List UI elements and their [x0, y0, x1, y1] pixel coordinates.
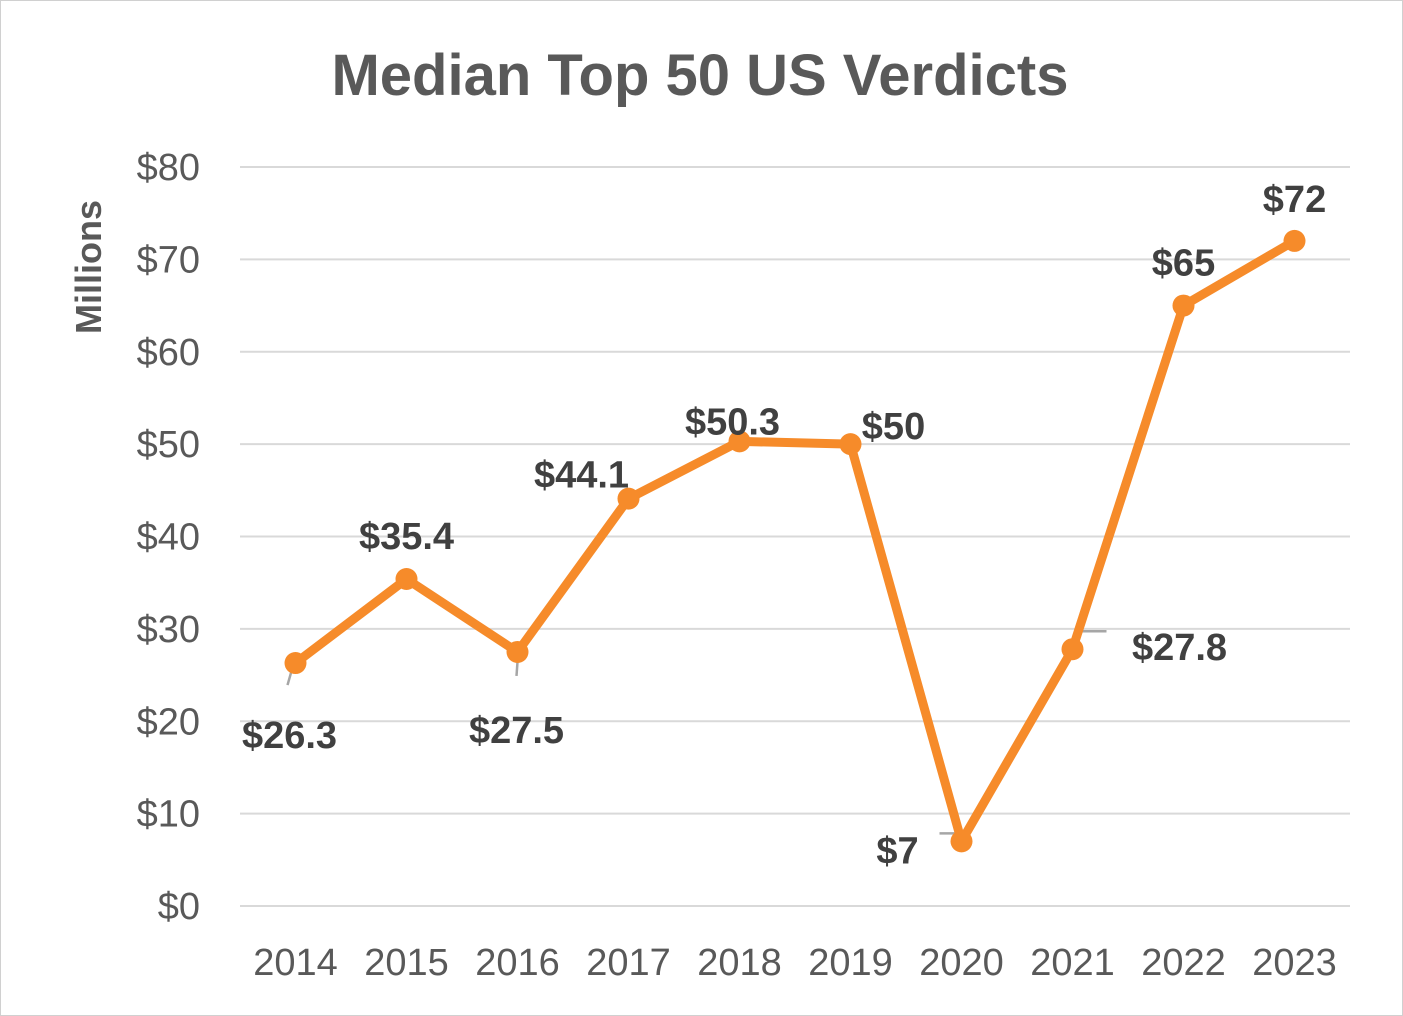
- data-label: $27.5: [469, 710, 564, 752]
- x-tick-label: 2020: [919, 942, 1004, 984]
- x-tick-label: 2015: [364, 942, 449, 984]
- data-point: [1061, 638, 1084, 661]
- leader-line: [515, 661, 519, 677]
- data-label: $7: [876, 830, 918, 872]
- y-tick-label: $40: [137, 517, 200, 559]
- x-tick-label: 2014: [253, 942, 338, 984]
- data-point: [617, 487, 640, 510]
- data-point: [950, 830, 973, 853]
- data-label: $72: [1263, 179, 1326, 221]
- data-point: [506, 640, 529, 663]
- y-tick-label: $20: [137, 701, 200, 743]
- x-tick-label: 2022: [1141, 942, 1226, 984]
- y-tick-label: $0: [158, 886, 200, 928]
- data-label: $26.3: [242, 715, 337, 757]
- y-tick-label: $70: [137, 239, 200, 281]
- x-tick-label: 2021: [1030, 942, 1115, 984]
- data-label: $44.1: [534, 455, 629, 497]
- y-tick-label: $30: [137, 609, 200, 651]
- y-axis-label: Millions: [68, 200, 109, 334]
- x-tick-label: 2016: [475, 942, 560, 984]
- y-tick-label: $10: [137, 794, 200, 836]
- y-tick-label: $50: [137, 424, 200, 466]
- x-tick-label: 2018: [697, 942, 782, 984]
- data-point: [284, 652, 307, 675]
- data-point: [1283, 229, 1306, 252]
- chart-title: Median Top 50 US Verdicts: [331, 43, 1068, 108]
- data-point: [395, 567, 418, 590]
- x-tick-label: 2023: [1252, 942, 1337, 984]
- data-label: $27.8: [1132, 627, 1227, 669]
- y-tick-label: $80: [137, 147, 200, 189]
- data-point: [1172, 294, 1195, 317]
- x-tick-label: 2017: [586, 942, 671, 984]
- data-point: [728, 430, 751, 453]
- data-label: $65: [1152, 243, 1215, 285]
- data-point: [839, 433, 862, 456]
- leader-line: [286, 670, 293, 686]
- data-label: $35.4: [359, 516, 454, 558]
- data-label: $50.3: [685, 401, 780, 443]
- series-line: [292, 237, 1297, 846]
- x-tick-label: 2019: [808, 942, 893, 984]
- data-label: $50: [862, 406, 925, 448]
- y-tick-label: $60: [137, 332, 200, 374]
